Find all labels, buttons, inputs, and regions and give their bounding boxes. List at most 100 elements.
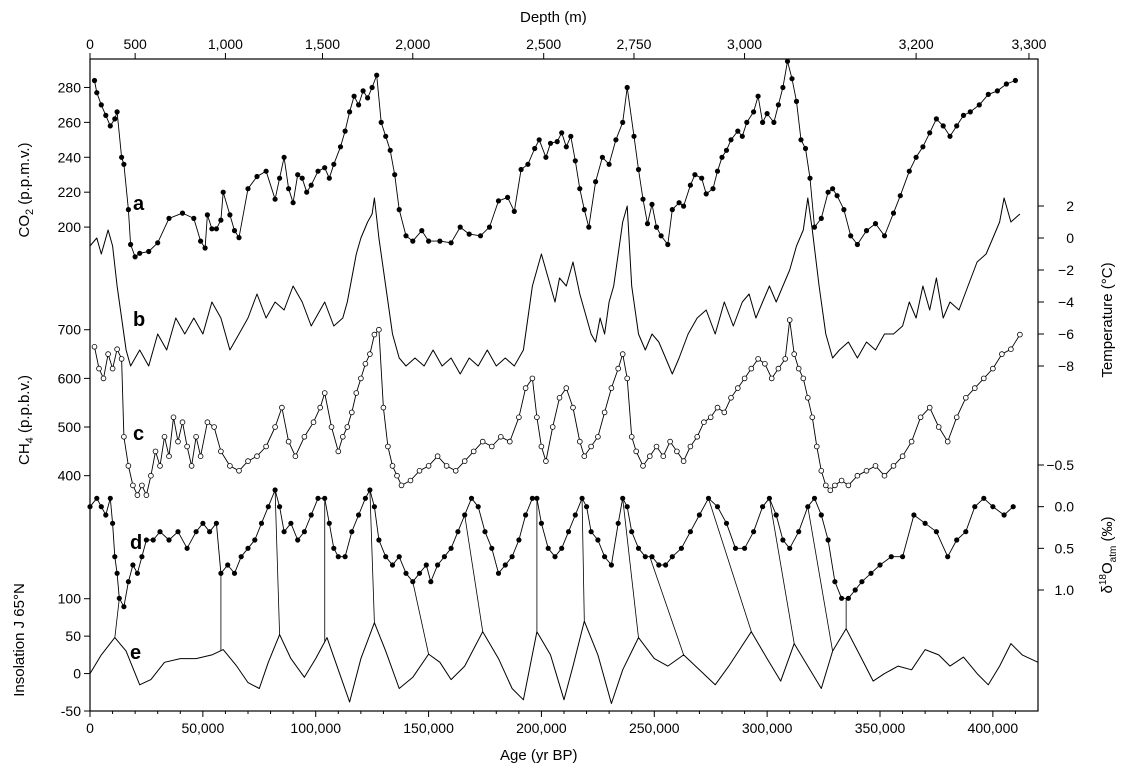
data-point-d xyxy=(134,570,140,576)
data-point-a xyxy=(121,161,127,167)
data-point-a xyxy=(954,123,960,129)
panel-label-e: e xyxy=(130,642,141,664)
data-point-a xyxy=(714,168,721,174)
data-point-c xyxy=(714,404,721,411)
data-point-a xyxy=(581,207,587,213)
data-point-d xyxy=(502,562,508,568)
data-point-a xyxy=(750,109,757,115)
data-point-a xyxy=(281,154,287,160)
data-point-c xyxy=(608,385,615,391)
data-point-d xyxy=(428,579,434,585)
data-point-a xyxy=(568,133,574,139)
data-point-d xyxy=(107,495,113,501)
data-point-a xyxy=(227,212,233,218)
svg-text:Temperature (°C): Temperature (°C) xyxy=(1099,262,1116,377)
data-point-d xyxy=(732,545,739,551)
data-point-c xyxy=(470,448,477,455)
data-point-c xyxy=(845,482,852,489)
data-point-a xyxy=(191,215,197,221)
data-point-c xyxy=(96,365,102,372)
data-point-d xyxy=(559,545,565,551)
data-point-d xyxy=(583,504,590,510)
data-point-d xyxy=(818,512,824,518)
data-point-a xyxy=(304,189,310,195)
data-point-c xyxy=(380,404,387,411)
data-point-c xyxy=(109,365,116,372)
y-tick-label: −8 xyxy=(1058,358,1074,374)
data-point-c xyxy=(899,453,906,460)
data-point-c xyxy=(1017,331,1023,338)
data-point-a xyxy=(780,84,786,91)
data-point-c xyxy=(272,424,278,430)
data-point-d xyxy=(231,570,238,576)
data-point-d xyxy=(448,545,454,551)
data-point-c xyxy=(416,467,423,474)
svg-text:Depth (m): Depth (m) xyxy=(520,9,587,26)
data-point-c xyxy=(953,414,960,421)
data-point-a xyxy=(863,228,870,234)
data-point-c xyxy=(854,472,861,479)
data-point-c xyxy=(838,477,845,484)
y-tick-label: -50 xyxy=(61,703,81,719)
data-point-c xyxy=(376,326,382,333)
data-point-c xyxy=(254,453,260,460)
data-point-a xyxy=(728,137,734,143)
svg-text:Insolation J 65°N: Insolation J 65°N xyxy=(11,583,28,697)
data-point-c xyxy=(529,375,536,382)
data-point-c xyxy=(193,433,199,440)
data-point-a xyxy=(692,172,698,178)
depth-tick-label: 1,000 xyxy=(208,36,243,52)
data-point-c xyxy=(197,453,204,460)
data-point-a xyxy=(166,215,172,221)
data-point-c xyxy=(362,360,369,367)
data-point-a xyxy=(128,241,134,248)
data-point-a xyxy=(789,76,795,82)
data-point-d xyxy=(759,504,766,510)
data-point-a xyxy=(771,119,777,126)
data-point-c xyxy=(285,438,292,445)
data-point-d xyxy=(545,545,551,551)
x-tick-label: 100,000 xyxy=(290,720,341,736)
data-point-a xyxy=(872,221,879,227)
data-point-a xyxy=(793,98,800,105)
data-point-d xyxy=(624,504,630,510)
data-point-d xyxy=(258,520,265,526)
data-point-a xyxy=(554,139,560,145)
data-point-d xyxy=(116,595,122,601)
data-point-d xyxy=(796,529,802,535)
data-point-d xyxy=(1010,504,1016,510)
data-point-c xyxy=(461,458,468,464)
data-point-a xyxy=(419,228,425,234)
data-point-d xyxy=(301,529,307,535)
series-line-d xyxy=(89,489,1014,608)
data-point-a xyxy=(755,93,761,99)
data-point-d xyxy=(349,529,355,535)
tie-line xyxy=(369,489,375,623)
data-point-a xyxy=(613,137,619,143)
data-point-c xyxy=(188,463,195,469)
data-point-c xyxy=(152,448,159,455)
data-point-a xyxy=(504,194,511,200)
d18o-axis-title: δ18Oatm (‰) xyxy=(1098,517,1119,594)
data-point-c xyxy=(926,404,933,411)
data-point-c xyxy=(804,394,811,401)
data-point-c xyxy=(908,438,915,445)
data-point-d xyxy=(281,529,287,535)
data-point-a xyxy=(735,128,741,134)
data-point-d xyxy=(112,554,118,560)
data-point-a xyxy=(204,212,210,218)
data-point-c xyxy=(660,453,667,460)
data-point-c xyxy=(990,365,996,372)
data-point-d xyxy=(981,495,987,501)
data-point-c xyxy=(105,351,111,357)
depth-tick-label: 2,000 xyxy=(395,36,430,52)
data-point-a xyxy=(572,158,578,164)
data-point-a xyxy=(146,248,152,255)
data-point-a xyxy=(577,186,583,192)
data-point-c xyxy=(227,463,233,469)
data-point-d xyxy=(899,554,906,560)
data-point-d xyxy=(103,512,109,518)
data-point-a xyxy=(209,226,215,232)
data-point-d xyxy=(416,570,423,576)
data-point-a xyxy=(295,172,301,178)
